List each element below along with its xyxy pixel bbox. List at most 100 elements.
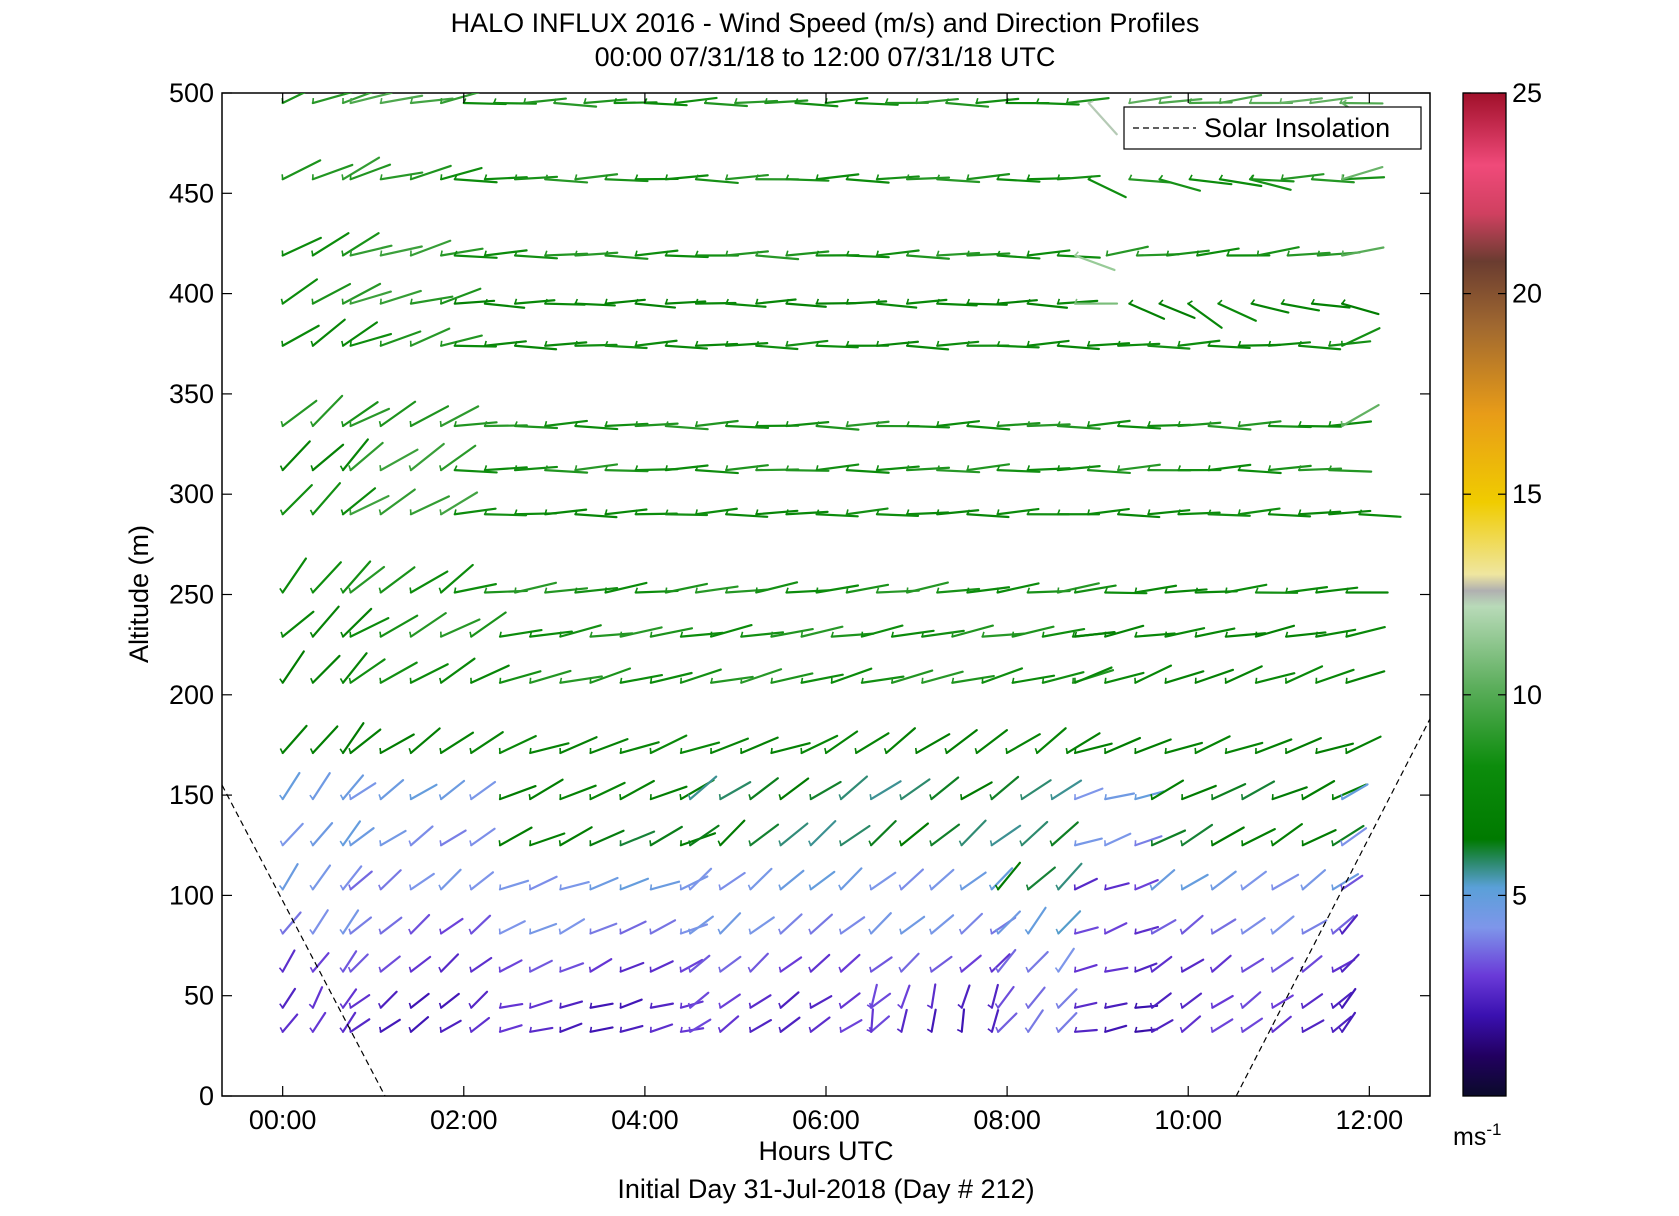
wind-barb <box>664 464 709 472</box>
wind-barb-tick <box>544 298 548 304</box>
wind-barb <box>634 422 679 428</box>
wind-barb <box>619 673 664 684</box>
wind-barb <box>311 654 341 684</box>
wind-barb <box>470 1016 491 1033</box>
wind-barb-tick <box>809 1002 812 1008</box>
wind-barb-tick <box>1026 421 1031 427</box>
wind-barb-tick <box>379 840 382 846</box>
wind-barb <box>1341 403 1380 428</box>
wind-barb <box>905 298 948 305</box>
wind-barb-tick <box>409 884 412 890</box>
wind-barb-tick <box>453 420 457 427</box>
wind-barb-tick <box>785 420 789 427</box>
wind-barb <box>311 482 342 516</box>
wind-barb <box>311 561 342 594</box>
wind-barb-tick <box>1268 465 1272 471</box>
wind-barb-tick <box>725 509 729 515</box>
wind-barb <box>679 741 721 755</box>
wind-barb-tick <box>558 928 562 934</box>
wind-barb-tick <box>1088 175 1093 180</box>
wind-barb-tick <box>1298 421 1302 427</box>
wind-barb <box>755 344 799 351</box>
wind-barb <box>1073 630 1116 638</box>
wind-barb-tick <box>339 794 344 800</box>
wind-barb-tick <box>484 587 488 593</box>
wind-barb-tick <box>377 1002 382 1009</box>
wind-barb-tick <box>717 840 722 846</box>
wind-barb <box>439 618 481 638</box>
wind-barb-tick <box>1149 1002 1153 1008</box>
wind-barb-tick <box>348 1002 352 1008</box>
wind-barb-tick <box>1134 1026 1138 1033</box>
wind-barb <box>619 830 656 847</box>
wind-barb <box>1134 835 1163 847</box>
wind-barb <box>1285 586 1329 594</box>
wind-barb <box>409 783 438 801</box>
wind-barb-tick <box>1210 884 1214 890</box>
wind-barb <box>996 861 1021 891</box>
wind-barb <box>1241 780 1276 801</box>
wind-barb <box>281 863 299 891</box>
wind-barb-tick <box>800 631 804 637</box>
wind-barb <box>1181 958 1205 973</box>
wind-barb <box>379 448 419 472</box>
wind-barb <box>341 438 369 472</box>
wind-barb-tick <box>695 465 699 471</box>
wind-barb <box>869 780 902 801</box>
wind-barb <box>740 631 785 638</box>
wind-barb-tick <box>484 298 488 304</box>
wind-barb <box>725 173 770 181</box>
wind-barb-tick <box>725 298 730 304</box>
wind-barb-tick <box>558 840 562 846</box>
wind-barb-tick <box>379 174 383 180</box>
wind-barb <box>679 875 709 891</box>
wind-barb <box>311 1011 327 1033</box>
wind-barb <box>719 912 742 935</box>
wind-barb <box>905 466 951 472</box>
wind-barb <box>860 624 904 638</box>
wind-barb-tick <box>770 747 773 754</box>
wind-barb <box>1301 1019 1325 1033</box>
wind-barb-tick <box>544 587 548 593</box>
wind-barb <box>1181 1015 1202 1033</box>
wind-barb <box>694 507 738 516</box>
wind-barb-tick <box>493 98 497 104</box>
wind-barb-tick <box>755 465 759 471</box>
wind-barb-tick <box>310 421 314 427</box>
wind-barb-tick <box>944 747 948 754</box>
wind-barb <box>875 249 920 257</box>
wind-barb <box>349 658 386 684</box>
wind-barb <box>900 952 920 973</box>
wind-barb-tick <box>1166 250 1170 256</box>
wind-barb-tick <box>755 340 760 347</box>
wind-barb <box>409 570 449 594</box>
wind-barb-tick <box>1180 966 1183 972</box>
wind-barb <box>749 1019 772 1033</box>
wind-barb <box>930 914 955 935</box>
wind-barb-tick <box>1250 174 1255 180</box>
wind-barb <box>349 1018 371 1033</box>
wind-barb <box>809 953 831 973</box>
wind-barb <box>1104 591 1148 595</box>
wind-barb <box>854 101 899 106</box>
wind-barb <box>749 916 775 935</box>
wind-barb-tick <box>1136 250 1140 256</box>
wind-barb <box>740 736 779 755</box>
wind-barb <box>544 341 588 347</box>
wind-barb <box>996 985 1015 1009</box>
wind-barb-tick <box>1237 420 1241 427</box>
wind-barb <box>1050 821 1079 847</box>
wind-barb <box>619 741 660 755</box>
wind-barb-tick <box>1025 884 1029 890</box>
wind-barb-tick <box>468 1002 472 1009</box>
wind-barb-tick <box>440 340 443 346</box>
wind-barb <box>694 342 739 347</box>
wind-barb-tick <box>755 298 759 304</box>
wind-barb <box>1086 469 1131 475</box>
wind-barb <box>945 729 978 755</box>
wind-barb-tick <box>996 250 1001 256</box>
wind-barb <box>990 1009 1000 1033</box>
wind-barb <box>589 667 632 684</box>
wind-barb-tick <box>695 509 698 515</box>
wind-barb-tick <box>725 174 729 180</box>
